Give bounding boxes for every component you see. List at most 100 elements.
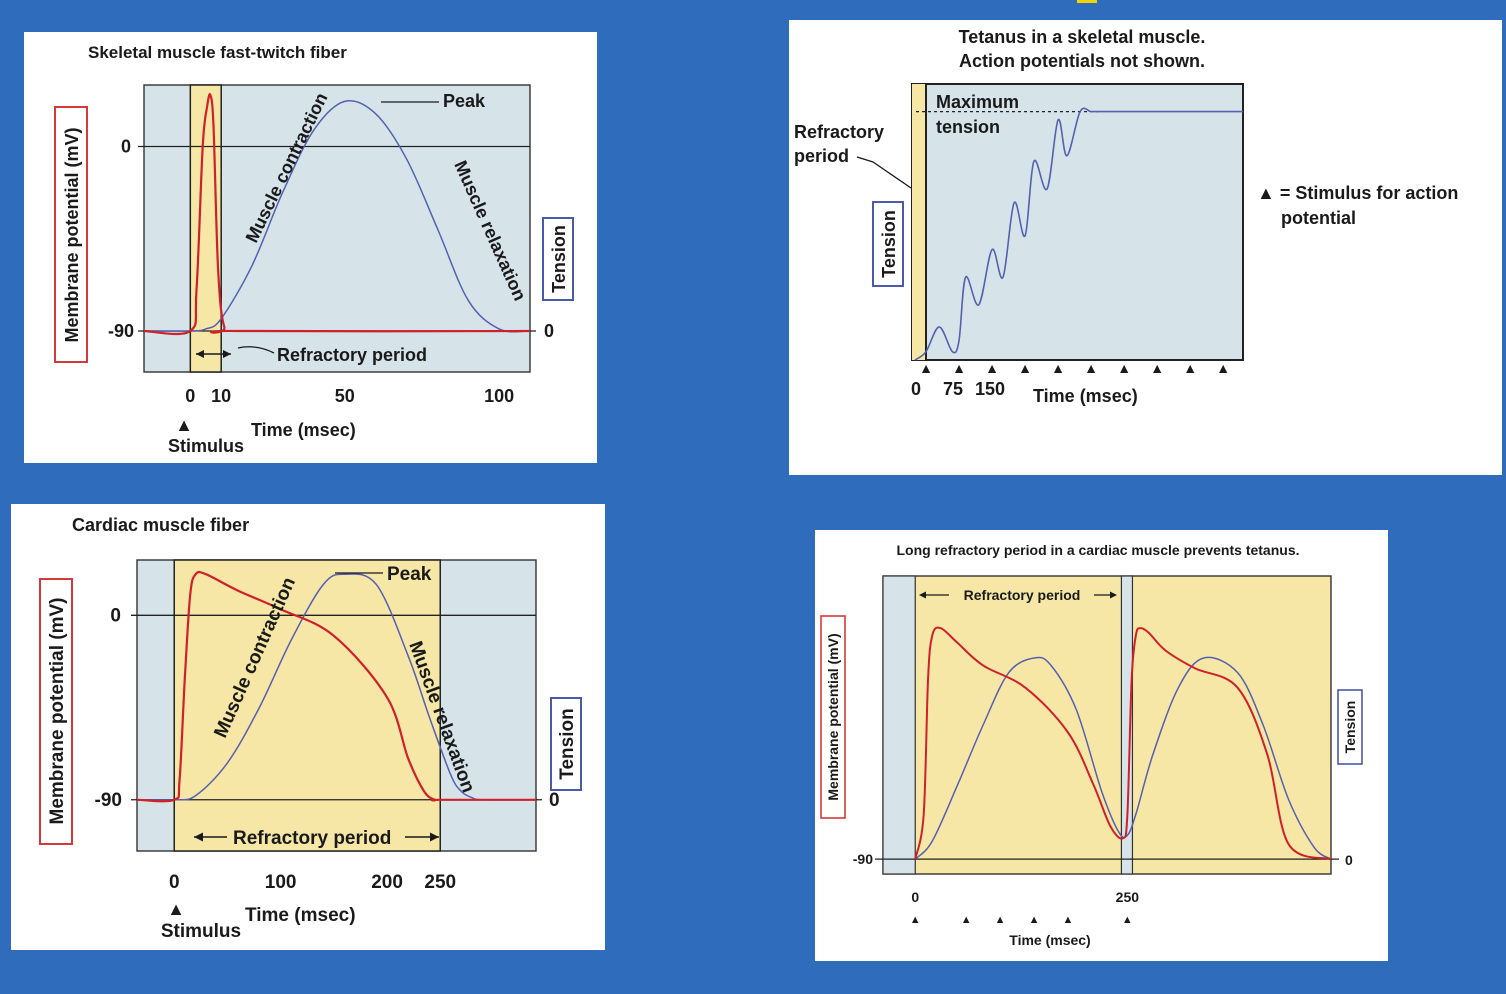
stimulus-marker: ▲ <box>961 914 972 926</box>
x-axis-label: Time (msec) <box>251 420 356 440</box>
x-tick-label: 100 <box>484 386 514 406</box>
stimulus-marker: ▲ <box>1150 360 1164 376</box>
stimulus-marker: ▲ <box>1216 360 1230 376</box>
y-axis-label: Tension <box>879 210 899 278</box>
peak-label: Peak <box>387 564 432 585</box>
x-tick-label: 75 <box>943 379 963 399</box>
stimulus-marker: ▲ <box>1029 914 1040 926</box>
x-tick-label: 250 <box>1116 889 1140 905</box>
y-tick-label: 0 <box>110 605 121 626</box>
legend-line-2: potential <box>1281 208 1356 228</box>
x-tick-label: 0 <box>185 386 195 406</box>
refractory-pointer <box>237 346 275 354</box>
y-tick-label: -90 <box>853 851 873 867</box>
refractory-band <box>173 559 441 852</box>
stimulus-marker: ▲ <box>985 360 999 376</box>
refractory-band <box>912 84 926 360</box>
x-tick-label: 50 <box>335 386 355 406</box>
y2-label-box <box>542 217 574 301</box>
cardiac-long-refractory-chart: Long refractory period in a cardiac musc… <box>820 542 1363 948</box>
tension-curve <box>914 107 1243 361</box>
stimulus-marker: ▲ <box>1084 360 1098 376</box>
y-tick-label: -90 <box>95 790 122 811</box>
chart-title: Long refractory period in a cardiac musc… <box>896 542 1299 558</box>
x-tick-label: 0 <box>911 379 921 399</box>
x-tick-label: 100 <box>265 872 297 893</box>
chart-title: Cardiac muscle fiber <box>72 515 249 535</box>
y2-axis-label: Tension <box>557 708 578 779</box>
max-tension-label-1: Maximum <box>936 92 1019 112</box>
y-label-box <box>39 578 73 845</box>
stimulus-marker: ▲ <box>1117 360 1131 376</box>
cardiac-long-refractory-panel: Long refractory period in a cardiac musc… <box>815 530 1388 961</box>
membrane-potential-curve <box>914 626 1332 861</box>
refractory-band <box>1120 575 1134 875</box>
refractory-band <box>882 575 916 875</box>
y2-tick-label: 0 <box>1345 852 1353 868</box>
chart-title-line-2: Action potentials not shown. <box>959 51 1205 71</box>
skeletal-chart: Skeletal muscle fast-twitch fiber 0 -90 … <box>54 43 574 456</box>
refractory-label: Refractory period <box>233 828 391 849</box>
y-tick-label: 0 <box>121 137 131 157</box>
plot-area <box>911 83 1244 361</box>
x-tick-label: 10 <box>211 386 231 406</box>
y2-tick-label: 0 <box>544 321 554 341</box>
x-tick-label: 250 <box>424 872 456 893</box>
skeletal-chart-panel: Skeletal muscle fast-twitch fiber 0 -90 … <box>24 32 597 463</box>
max-tension-label-2: tension <box>936 117 1000 137</box>
x-axis-label: Time (msec) <box>1009 932 1090 948</box>
membrane-potential-curve <box>136 570 536 803</box>
stimulus-marker: ▲ <box>1018 360 1032 376</box>
y2-axis-label: Tension <box>549 225 569 293</box>
peak-label: Peak <box>443 91 486 111</box>
tension-curve <box>143 100 531 333</box>
stimulus-marker: ▲ <box>1122 914 1133 926</box>
tetanus-chart-panel: Tetanus in a skeletal muscle. Action pot… <box>789 20 1502 475</box>
y-axis-label: Membrane potential (mV) <box>47 598 68 825</box>
stimulus-marker: ▲ <box>995 914 1006 926</box>
chart-title: Skeletal muscle fast-twitch fiber <box>88 43 347 62</box>
y-label-box <box>54 106 88 363</box>
x-tick-label: 200 <box>371 872 403 893</box>
top-yellow-mark <box>1077 0 1097 3</box>
stimulus-marker: ▲ <box>952 360 966 376</box>
stimulus-markers: ▲ ▲ ▲ ▲ ▲ ▲ ▲ ▲ ▲ ▲ <box>919 360 1230 376</box>
refractory-label-1: Refractory <box>794 122 884 142</box>
stimulus-marker: ▲ <box>1063 914 1074 926</box>
stimulus-marker: ▲ <box>167 899 185 919</box>
refractory-label: Refractory period <box>964 587 1081 603</box>
tetanus-chart: Tetanus in a skeletal muscle. Action pot… <box>794 27 1458 406</box>
stimulus-label: Stimulus <box>161 921 241 942</box>
stimulus-marker: ▲ <box>175 415 193 435</box>
stimulus-marker: ▲ <box>910 914 921 926</box>
cardiac-chart: Cardiac muscle fiber 0 -90 0 0 100 200 2… <box>39 515 582 942</box>
y2-tick-label: 0 <box>549 790 560 811</box>
stimulus-marker: ▲ <box>919 360 933 376</box>
legend-line-1: ▲ = Stimulus for action <box>1257 183 1458 203</box>
stimulus-markers: ▲ ▲ ▲ ▲ ▲ ▲ <box>910 914 1133 926</box>
x-tick-label: 0 <box>169 872 180 893</box>
x-axis-label: Time (msec) <box>1033 386 1138 406</box>
y2-axis-label: Tension <box>1342 701 1358 754</box>
y-axis-label: Membrane potential (mV) <box>825 633 841 800</box>
y-label-box <box>872 201 904 287</box>
x-axis-label: Time (msec) <box>245 905 356 926</box>
cardiac-chart-panel: Cardiac muscle fiber 0 -90 0 0 100 200 2… <box>11 504 605 950</box>
stimulus-marker: ▲ <box>1051 360 1065 376</box>
refractory-label-2: period <box>794 146 849 166</box>
tension-curve <box>136 573 537 801</box>
y2-label-box <box>550 697 582 791</box>
y-tick-label: -90 <box>108 321 134 341</box>
refractory-pointer <box>856 156 912 189</box>
x-tick-label: 150 <box>975 379 1005 399</box>
y-label-box <box>820 615 846 819</box>
chart-title-line-1: Tetanus in a skeletal muscle. <box>959 27 1206 47</box>
membrane-potential-curve <box>143 93 531 336</box>
y2-label-box <box>1337 689 1363 765</box>
stimulus-marker: ▲ <box>1183 360 1197 376</box>
y-axis-label: Membrane potential (mV) <box>62 127 82 342</box>
refractory-arrowheads <box>196 350 231 358</box>
x-tick-label: 0 <box>911 889 919 905</box>
refractory-label: Refractory period <box>277 345 427 365</box>
stimulus-label: Stimulus <box>168 436 244 456</box>
